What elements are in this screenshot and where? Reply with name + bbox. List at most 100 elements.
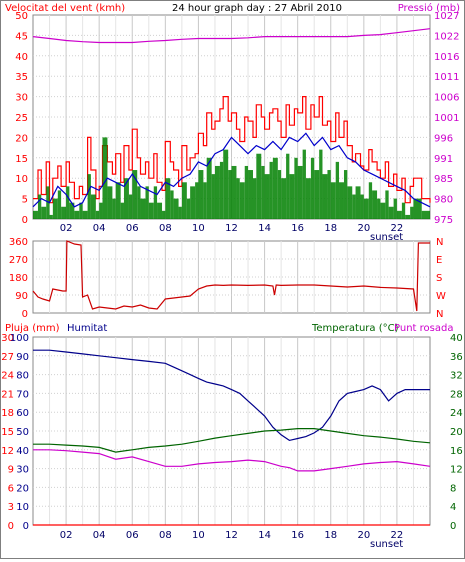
axis-tick-label: 24 [1, 371, 14, 382]
x-tick-label: 12 [225, 530, 238, 541]
rain-axis-label: Pluja (mm) [5, 323, 60, 334]
wind-speed-bar [261, 165, 265, 219]
axis-tick-label: W [436, 291, 446, 302]
wind-speed-bar [253, 178, 257, 219]
axis-tick-label: 35 [15, 72, 28, 83]
axis-tick-label: 1011 [434, 72, 459, 83]
axis-tick-label: 18 [1, 408, 14, 419]
wind-speed-bar [69, 202, 75, 219]
humidity-axis-label: Humitat [67, 323, 107, 334]
sunset-label-bottom: sunset [370, 539, 403, 550]
wind-speed-bar [33, 210, 38, 219]
axis-tick-label: 996 [434, 133, 453, 144]
axis-tick-label: 1001 [434, 113, 459, 124]
wind-speed-bar [347, 186, 353, 219]
x-tick-label: 20 [357, 223, 370, 234]
wind-speed-bar [148, 202, 154, 219]
axis-tick-label: 975 [434, 215, 453, 226]
wind-speed-bar [99, 202, 103, 219]
wind-speed-bar [74, 210, 80, 219]
series-line-pressi [32, 28, 431, 44]
wind-speed-bar [314, 170, 320, 219]
x-tick-label: 06 [126, 223, 139, 234]
axis-tick-label: 30 [15, 93, 28, 104]
x-tick-label: 16 [291, 223, 304, 234]
axis-tick-label: 1022 [434, 31, 459, 42]
wind-speed-bar [41, 206, 47, 219]
axis-tick-label: 0 [450, 521, 456, 532]
axis-tick-label: 991 [434, 154, 453, 165]
x-tick-label: 10 [192, 223, 205, 234]
x-tick-label: 02 [60, 223, 73, 234]
wind-speed-bar [330, 182, 336, 219]
x-tick-label: 04 [93, 223, 106, 234]
axis-tick-label: 15 [15, 154, 28, 165]
wind-speed-bar [248, 170, 254, 219]
wind-speed-bar [319, 149, 323, 219]
axis-tick-label: 8 [450, 483, 456, 494]
wind-speed-bar [339, 182, 344, 219]
axis-tick-label: N [436, 237, 443, 248]
wind-speed-bar [421, 210, 430, 219]
x-tick-label: 18 [324, 530, 337, 541]
wind-speed-bar [388, 206, 394, 219]
wind-speed-bar [372, 190, 378, 219]
axis-tick-label: 40 [16, 446, 29, 457]
wind-speed-bar [219, 161, 224, 219]
axis-tick-label: 0 [8, 521, 14, 532]
wind-speed-bar [310, 157, 315, 219]
axis-tick-label: 20 [15, 133, 28, 144]
chart-title: 24 hour graph day : 27 Abril 2010 [172, 3, 342, 14]
axis-tick-label: 24 [450, 408, 463, 419]
x-tick-label: 14 [258, 223, 271, 234]
wind-speed-bar [115, 182, 121, 219]
axis-tick-label: 27 [1, 352, 14, 363]
wind-speed-bar [178, 206, 182, 219]
x-tick-label: 08 [159, 223, 172, 234]
wind-speed-bar [410, 206, 414, 219]
wind-speed-bar [57, 190, 62, 219]
series-line-average [32, 132, 431, 208]
temperature-axis-label: Temperatura (°C) [311, 323, 399, 334]
axis-tick-label: 90 [16, 352, 29, 363]
wind-speed-bar [363, 198, 369, 219]
axis-tick-label: E [436, 255, 442, 266]
axis-tick-label: 4 [450, 502, 456, 513]
axis-tick-label: 36 [450, 352, 463, 363]
x-tick-label: 04 [93, 530, 106, 541]
wind-speed-bar [286, 153, 290, 219]
axis-tick-label: 40 [15, 52, 28, 63]
wind-speed-bar [377, 198, 381, 219]
x-tick-label: 06 [126, 530, 139, 541]
axis-tick-label: 30 [16, 465, 29, 476]
wind-speed-bar [162, 210, 166, 219]
wind-speed-bar [123, 178, 129, 219]
wind-speed-bar [228, 170, 232, 219]
wind-speed-bar [305, 178, 311, 219]
axis-tick-label: 12 [1, 446, 14, 457]
axis-tick-label: N [436, 309, 443, 320]
wind-speed-bar [87, 174, 91, 219]
wind-pressure-panel: Velocitat del vent (kmh) 24 hour graph d… [5, 2, 460, 243]
pressure-axis-label: Pressió (mb) [398, 2, 460, 14]
axis-tick-label: 50 [16, 427, 29, 438]
wind-speed-bar [46, 186, 50, 219]
wind-speed-bar [277, 170, 282, 219]
wind-speed-bar [401, 202, 406, 219]
wind-speed-bar [181, 182, 187, 219]
wind-speed-bar [186, 198, 191, 219]
wind-speed-bar [214, 165, 220, 219]
wind-speed-bar [137, 186, 141, 219]
wind-speed-bar [269, 161, 273, 219]
wind-speed-bar [90, 194, 96, 219]
series-line-punt-rosada [33, 449, 431, 472]
wind-speed-bar [327, 170, 331, 219]
axis-tick-label: 100 [10, 333, 29, 344]
wind-speed-bar [195, 182, 199, 219]
axis-tick-label: 20 [16, 483, 29, 494]
axis-tick-label: 9 [8, 465, 14, 476]
axis-tick-label: S [436, 273, 442, 284]
x-tick-label: 16 [291, 530, 304, 541]
